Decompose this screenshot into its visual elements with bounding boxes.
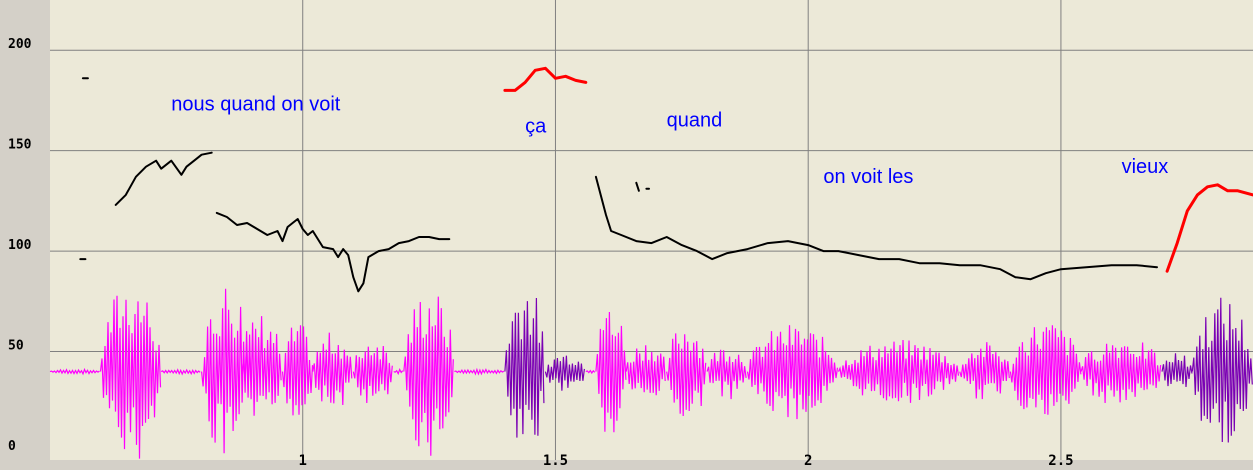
- y-tick-label: 0: [8, 439, 16, 454]
- pitch-series-pitch-9: [1165, 183, 1253, 273]
- y-tick-label: 200: [8, 37, 32, 52]
- y-tick-label: 100: [8, 238, 32, 253]
- waveform-segment: [959, 342, 1010, 400]
- waveform-segment: [1009, 325, 1082, 415]
- word-label: vieux: [1122, 156, 1169, 178]
- word-label: nous quand on voit: [171, 93, 340, 115]
- waveform-segment: [837, 339, 960, 403]
- waveform-segment-highlight: [544, 355, 585, 391]
- waveform-segment: [595, 311, 627, 433]
- pitch-series-pitch-8: [503, 66, 588, 92]
- waveform-segment: [49, 367, 100, 376]
- waveform-segment: [746, 325, 839, 420]
- word-label: on voit les: [823, 166, 913, 188]
- x-tick-label: 2: [804, 453, 812, 465]
- waveform-segment: [99, 295, 162, 459]
- pitch-contours: [79, 66, 1253, 293]
- pitch-series-pitch-1: [114, 151, 213, 206]
- waveform-segment: [403, 296, 454, 456]
- x-tick-label: 1: [299, 453, 307, 465]
- y-tick-label: 50: [8, 339, 24, 354]
- pitch-series-pitch-6: [635, 181, 640, 192]
- word-label: ça: [525, 116, 547, 138]
- waveform-segment: [160, 368, 201, 376]
- waveform-segment: [312, 332, 353, 406]
- waveform-segment: [706, 349, 747, 400]
- waveform-segment-highlight: [1191, 297, 1253, 443]
- waveform-segment: [281, 325, 314, 416]
- waveform-segment: [666, 333, 707, 417]
- waveform-segment-highlight: [504, 297, 545, 438]
- waveform-segment: [352, 345, 393, 404]
- waveform-segment: [585, 369, 596, 375]
- pitch-series-pitch-2: [215, 211, 451, 293]
- waveform-segment-highlight: [1161, 353, 1193, 388]
- x-tick-label: 2.5: [1048, 453, 1073, 465]
- waveform-segment: [1080, 342, 1162, 404]
- waveform-segment: [625, 345, 666, 396]
- waveform-segment: [201, 288, 252, 454]
- waveform-segment: [393, 368, 404, 376]
- pitch-series-pitch-3: [594, 175, 1158, 281]
- y-tick-label: 150: [8, 138, 32, 153]
- word-labels: nous quand on voit ça quand on voit les vieu…: [171, 93, 1168, 187]
- waveform-segment: [241, 316, 282, 416]
- x-tick-label: 1.5: [543, 453, 568, 465]
- waveform: [49, 288, 1253, 459]
- waveform-segment: [454, 367, 505, 376]
- word-label: quand: [667, 110, 723, 132]
